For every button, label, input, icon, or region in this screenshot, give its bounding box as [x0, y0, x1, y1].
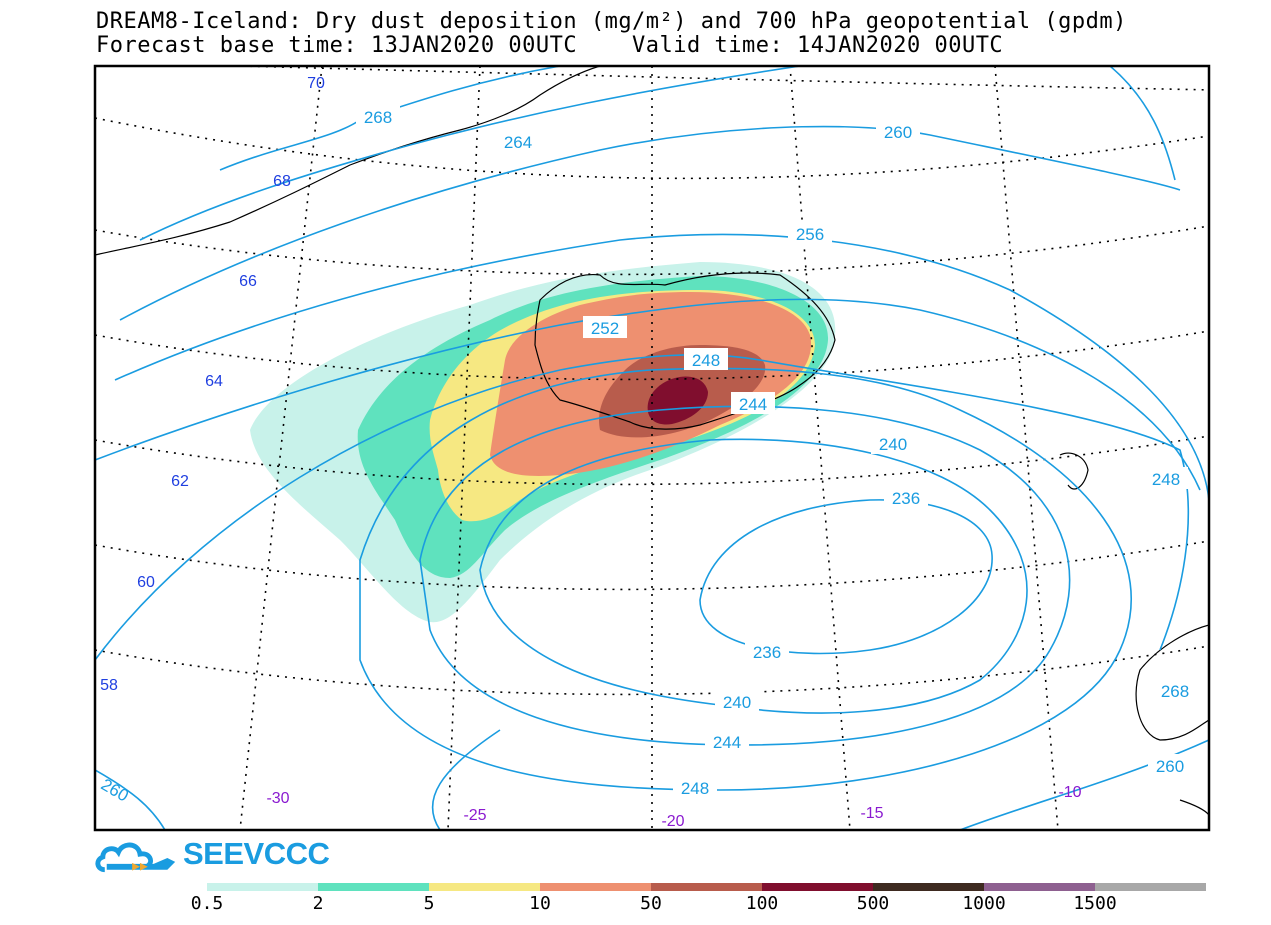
contour-256 [114, 233, 1209, 501]
colorbar-swatch [207, 883, 318, 891]
lat-label-70: 70 [307, 75, 325, 92]
contour-label-248: 248 [692, 351, 720, 370]
colorbar-swatch [1095, 883, 1206, 891]
contour-label-236-top: 236 [892, 489, 920, 508]
colorbar-label: 100 [745, 893, 779, 914]
contour-240 [479, 438, 1028, 714]
colorbar-label: 1500 [1073, 893, 1117, 914]
contour-264 [139, 66, 801, 241]
contour-248-lower [359, 367, 1132, 791]
contour-260-se [959, 739, 1209, 830]
logo-text: SEEVCCC [183, 836, 330, 871]
colorbar-swatch [984, 883, 1095, 891]
colorbar-swatch [762, 883, 873, 891]
contour-label-240-bottom: 240 [723, 693, 751, 712]
parallel-64 [95, 330, 1209, 381]
contour-label-260: 260 [884, 123, 912, 142]
contour-label-260-east: 260 [1156, 757, 1184, 776]
contour-260 [95, 66, 1181, 830]
contour-label-244: 244 [739, 395, 767, 414]
colorbar-swatch [318, 883, 429, 891]
colorbar-label: 10 [529, 893, 551, 914]
parallel-58 [95, 645, 1209, 696]
meridian-minus10 [994, 66, 1059, 830]
contour-236 [699, 499, 993, 655]
colorbar-label: 50 [640, 893, 662, 914]
contour-labels: 268 264 260 256 252 248 244 240 236 236 … [98, 105, 1192, 806]
lon-label-minus15: -15 [860, 805, 883, 822]
colorbar-swatch [540, 883, 651, 891]
cloud-logo-icon [95, 842, 176, 873]
parallel-62 [95, 435, 1209, 486]
lon-label-minus20: -20 [661, 813, 684, 830]
contour-label-264: 264 [504, 133, 532, 152]
lat-label-60: 60 [137, 574, 155, 591]
contour-244 [419, 405, 1071, 746]
lon-label-minus25: -25 [463, 807, 486, 824]
greenland-coast [95, 66, 601, 256]
faroe-coast [1059, 452, 1089, 490]
colorbar-swatch [651, 883, 762, 891]
colorbar [207, 883, 1206, 891]
northern-isles-coast [1179, 799, 1209, 816]
lon-label-minus10: -10 [1058, 784, 1081, 801]
colorbar-swatch [873, 883, 984, 891]
lat-label-66: 66 [239, 273, 257, 290]
meridian-minus30 [239, 66, 323, 830]
contour-252 [95, 298, 1201, 491]
contour-label-268-scotland: 268 [1161, 682, 1189, 701]
contour-label-252: 252 [591, 319, 619, 338]
latitude-labels: 70 68 66 64 62 60 58 [100, 75, 325, 694]
parallel-68 [95, 117, 1209, 180]
contour-label-248-east: 248 [1152, 470, 1180, 489]
geopotential-contours [95, 66, 1209, 830]
dust-level-100 [647, 376, 708, 425]
longitude-labels: -30 -25 -20 -15 -10 [266, 784, 1081, 830]
contour-label-268: 268 [364, 108, 392, 127]
colorbar-label: 5 [423, 893, 435, 914]
map-title-line-1: DREAM8-Iceland: Dry dust deposition (mg/… [96, 9, 1127, 34]
iceland-coast [534, 272, 836, 430]
contour-label-256: 256 [796, 225, 824, 244]
map-border [93, 64, 1211, 832]
colorbar-label: 500 [856, 893, 890, 914]
contour-label-244-bottom: 244 [713, 733, 741, 752]
contour-label-236-bottom: 236 [753, 643, 781, 662]
contour-label-260-west: 260 [98, 775, 132, 806]
graticule [95, 66, 1209, 830]
scotland-coast [1135, 624, 1209, 741]
lat-label-62: 62 [171, 473, 189, 490]
colorbar-label: 2 [312, 893, 324, 914]
lat-label-68: 68 [273, 173, 291, 190]
parallel-60 [95, 540, 1209, 591]
parallel-66 [95, 225, 1209, 276]
contour-label-240: 240 [879, 435, 907, 454]
meridian-minus15 [789, 66, 851, 830]
lon-label-minus30: -30 [266, 790, 289, 807]
colorbar-label: 0.5 [190, 893, 224, 914]
map-title-line-2: Forecast base time: 13JAN2020 00UTC Vali… [96, 33, 1004, 58]
contour-label-248-bottom: 248 [681, 779, 709, 798]
lat-label-58: 58 [100, 677, 118, 694]
lat-label-64: 64 [205, 373, 223, 390]
colorbar-label: 1000 [962, 893, 1006, 914]
dust-deposition-shading [250, 262, 836, 623]
colorbar-swatch [429, 883, 540, 891]
